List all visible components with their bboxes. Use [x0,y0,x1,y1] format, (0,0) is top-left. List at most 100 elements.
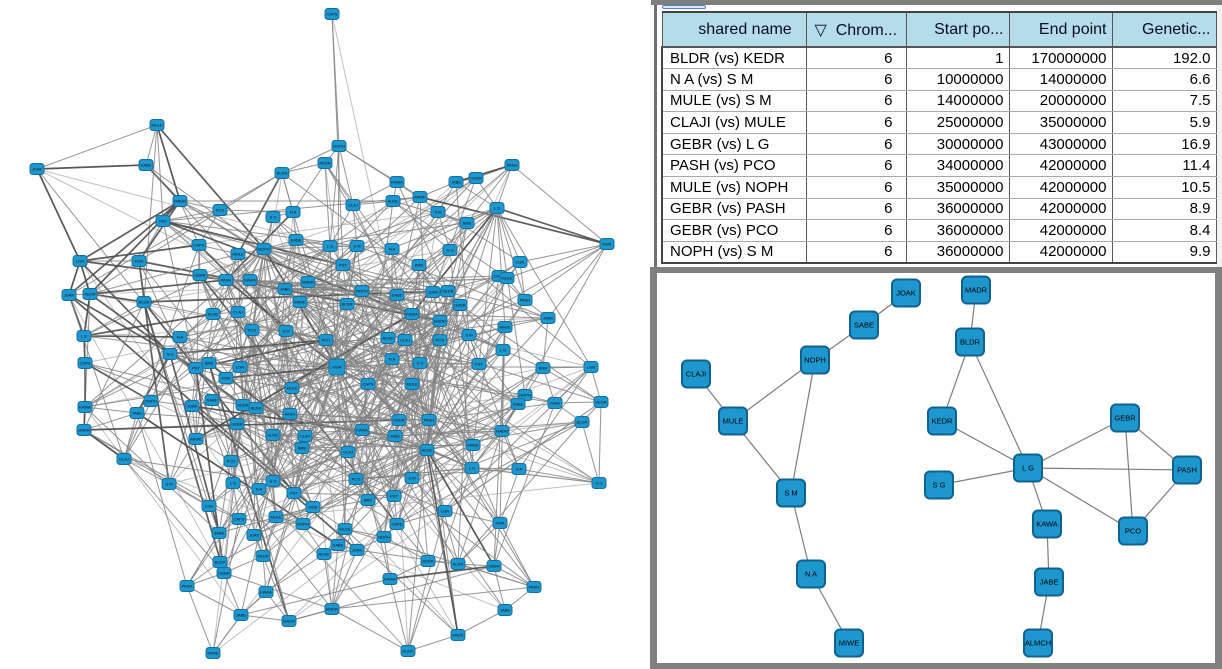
svg-text:JOAK: JOAK [64,293,75,298]
svg-text:PCO: PCO [1125,527,1141,536]
svg-text:JABE: JABE [500,608,510,613]
svg-text:SABE: SABE [214,531,225,536]
svg-text:MULE: MULE [723,417,744,426]
svg-text:MADR: MADR [174,199,186,204]
svg-text:PST: PST [159,219,167,224]
svg-text:ALMC: ALMC [267,433,278,438]
svg-text:BLDR: BLDR [342,302,353,307]
svg-text:PST: PST [290,491,298,496]
svg-text:KWA: KWA [309,505,318,510]
svg-text:CLAJI: CLAJI [686,370,706,379]
svg-text:N A: N A [805,570,817,579]
svg-text:N A: N A [516,467,523,472]
svg-text:CAPS: CAPS [494,274,505,279]
svg-text:S M: S M [408,476,415,481]
svg-text:GEBR: GEBR [488,564,499,569]
svg-text:S M: S M [165,482,172,487]
svg-text:LGN: LGN [236,365,244,370]
svg-text:GEBR: GEBR [1114,414,1136,423]
svg-text:SABE: SABE [207,398,218,403]
svg-text:KWA: KWA [222,376,231,381]
svg-text:NOPH: NOPH [297,522,309,527]
svg-text:MIWE: MIWE [208,651,219,656]
svg-text:MULE: MULE [232,252,243,257]
svg-text:PST: PST [390,494,398,499]
svg-text:KAWA: KAWA [79,405,91,410]
svg-text:BLDR: BLDR [277,171,288,176]
svg-text:S M: S M [465,333,472,338]
svg-text:CLAJ: CLAJ [233,310,243,315]
svg-text:KEDR: KEDR [84,292,95,297]
svg-text:L G: L G [1022,464,1034,473]
svg-text:KWA: KWA [135,259,144,264]
svg-text:KWA: KWA [496,521,505,526]
svg-text:JOAK: JOAK [550,401,561,406]
svg-text:N A: N A [177,335,184,340]
svg-text:PCO: PCO [352,477,361,482]
svg-text:CAPS: CAPS [80,361,91,366]
svg-text:CLAJ: CLAJ [119,457,129,462]
svg-text:KAWA: KAWA [260,590,272,595]
svg-text:MIWE: MIWE [453,633,464,638]
svg-text:JOAK: JOAK [896,289,916,298]
svg-text:MULE: MULE [286,386,297,391]
svg-text:CAPS: CAPS [392,522,403,527]
svg-text:S G: S G [447,248,454,253]
svg-text:GEBR: GEBR [194,273,205,278]
svg-text:PCO: PCO [216,208,225,213]
svg-text:JABE: JABE [1040,578,1059,587]
svg-text:MADR: MADR [326,607,338,612]
svg-text:NOPH: NOPH [378,535,390,540]
svg-text:SABE: SABE [854,321,874,330]
svg-text:ALMC: ALMC [387,199,398,204]
svg-text:BLDR: BLDR [215,560,226,565]
svg-text:CAPS: CAPS [327,12,338,17]
svg-text:JABE: JABE [236,613,246,618]
svg-text:KEDR: KEDR [319,161,330,166]
svg-text:MULE: MULE [501,276,512,281]
svg-text:BRB: BRB [463,221,472,226]
svg-text:PASH: PASH [285,412,296,417]
svg-text:SABE: SABE [333,543,344,548]
svg-text:PASH: PASH [529,585,540,590]
svg-text:KAWA: KAWA [406,312,418,317]
svg-text:KAWA: KAWA [356,428,368,433]
svg-text:GEBR: GEBR [231,422,242,427]
svg-text:PCO: PCO [322,338,331,343]
svg-text:KEDR: KEDR [442,289,453,294]
svg-text:N A: N A [389,357,396,362]
svg-text:SABE: SABE [291,238,302,243]
svg-text:KAWA: KAWA [384,577,396,582]
svg-text:KEDR: KEDR [237,403,248,408]
svg-text:S M: S M [353,244,360,249]
svg-text:JABE: JABE [390,434,400,439]
svg-text:SABE: SABE [392,293,403,298]
svg-text:KAWA: KAWA [244,278,256,283]
svg-text:JABE: JABE [451,180,461,185]
svg-text:MULE: MULE [270,515,281,520]
svg-text:BLDR: BLDR [139,300,150,305]
svg-text:JABE: JABE [132,411,142,416]
svg-text:S G: S G [167,352,174,357]
svg-text:L G: L G [327,244,333,249]
svg-text:MIWE: MIWE [191,437,202,442]
svg-text:S M: S M [784,489,797,498]
svg-text:MIWE: MIWE [500,325,511,330]
svg-text:BRB: BRB [364,498,373,503]
svg-text:SABE: SABE [513,402,524,407]
svg-text:ALMC: ALMC [402,649,413,654]
svg-text:BRB: BRB [415,263,424,268]
svg-text:MADR: MADR [496,429,508,434]
svg-text:S G: S G [933,481,946,490]
svg-text:ALMC: ALMC [421,448,432,453]
svg-text:MADR: MADR [434,319,446,324]
svg-text:ALMC: ALMC [318,552,329,557]
svg-text:LGN: LGN [516,260,524,265]
svg-text:GEBR: GEBR [454,303,465,308]
svg-text:BRB: BRB [539,366,548,371]
svg-text:PASH: PASH [1177,466,1197,475]
svg-text:GEBR: GEBR [393,418,404,423]
svg-text:JOAK: JOAK [352,548,363,553]
svg-text:CLAJ: CLAJ [343,450,353,455]
svg-text:BLDR: BLDR [251,406,262,411]
